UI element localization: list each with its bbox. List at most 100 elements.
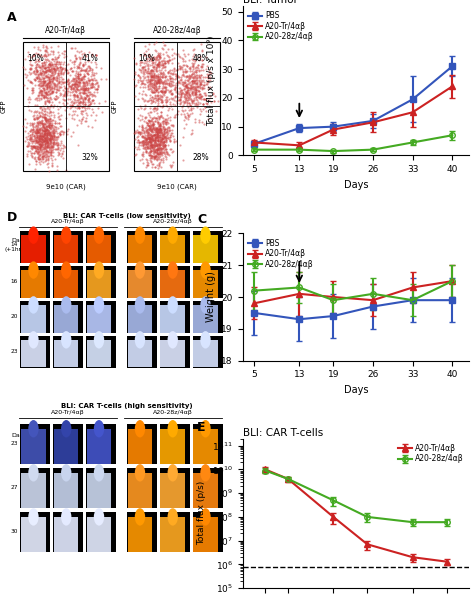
Point (40, 119, 48, 129)
Point (48, 132, 55, 142)
Point (156, 147, 164, 156)
Point (30, 118, 37, 128)
Point (84, 56, 92, 65)
Point (84, 95, 92, 105)
Point (190, 58, 198, 68)
Point (44, 97, 52, 106)
Point (157, 94, 165, 103)
Point (51, 130, 58, 140)
Point (151, 146, 159, 156)
Bar (54, 270, 78, 298)
Point (83, 69, 91, 78)
Point (150, 83, 158, 93)
Point (48, 137, 55, 147)
Point (46, 50, 54, 59)
Point (36, 67, 44, 77)
Point (32, 64, 39, 73)
Point (36, 112, 44, 121)
Point (195, 71, 202, 80)
Point (165, 80, 173, 90)
Point (46, 128, 54, 137)
Point (155, 148, 163, 157)
Point (162, 137, 170, 147)
Point (172, 82, 179, 91)
Point (179, 55, 186, 64)
Point (153, 75, 161, 84)
Point (76, 73, 83, 83)
Point (144, 77, 151, 86)
Point (156, 150, 164, 159)
Bar (160, 301, 190, 333)
Point (147, 66, 155, 75)
Point (134, 128, 142, 138)
Point (153, 78, 160, 87)
Point (44, 129, 52, 139)
Point (153, 132, 161, 141)
Point (41, 133, 49, 143)
Point (36, 81, 44, 91)
Bar (86, 467, 116, 508)
Circle shape (28, 226, 39, 244)
Point (189, 62, 196, 71)
Point (148, 134, 156, 143)
Bar (21, 235, 46, 263)
Circle shape (201, 261, 211, 279)
Point (160, 131, 167, 141)
Point (57, 144, 64, 153)
Point (165, 78, 173, 88)
Point (54, 140, 62, 150)
Point (137, 141, 145, 150)
Point (40, 112, 47, 122)
Point (76, 81, 83, 90)
Point (36, 86, 44, 95)
Point (162, 119, 169, 129)
Point (42, 87, 49, 96)
Point (48, 70, 55, 80)
Point (77, 78, 84, 88)
Point (164, 67, 172, 77)
Point (144, 59, 151, 68)
Point (34, 137, 42, 147)
Point (192, 75, 200, 84)
Point (158, 64, 166, 73)
Point (139, 159, 147, 168)
Point (151, 72, 158, 81)
Point (152, 55, 160, 65)
Point (42, 122, 49, 131)
Point (160, 62, 167, 72)
Point (210, 96, 218, 106)
Point (201, 94, 209, 103)
Point (148, 116, 155, 126)
Point (160, 147, 168, 157)
Point (65, 109, 73, 119)
Point (150, 142, 158, 151)
Point (153, 85, 160, 94)
Circle shape (201, 331, 211, 349)
Point (48, 134, 55, 144)
Point (51, 74, 59, 83)
Point (147, 55, 155, 65)
Point (38, 68, 46, 78)
Point (134, 105, 142, 114)
Point (165, 67, 173, 76)
Point (155, 59, 162, 69)
Point (19, 122, 27, 131)
Point (152, 64, 160, 74)
Point (149, 123, 156, 132)
Point (75, 52, 82, 61)
Point (151, 147, 159, 157)
Point (159, 72, 167, 81)
Point (164, 150, 172, 159)
Point (155, 78, 163, 87)
Point (160, 137, 168, 146)
Point (146, 60, 154, 69)
Point (54, 138, 62, 147)
Point (39, 81, 47, 90)
Point (56, 129, 64, 139)
Point (167, 102, 175, 111)
Point (132, 80, 139, 90)
Point (41, 137, 49, 146)
Point (154, 60, 161, 69)
Point (36, 141, 44, 150)
Point (202, 79, 210, 89)
